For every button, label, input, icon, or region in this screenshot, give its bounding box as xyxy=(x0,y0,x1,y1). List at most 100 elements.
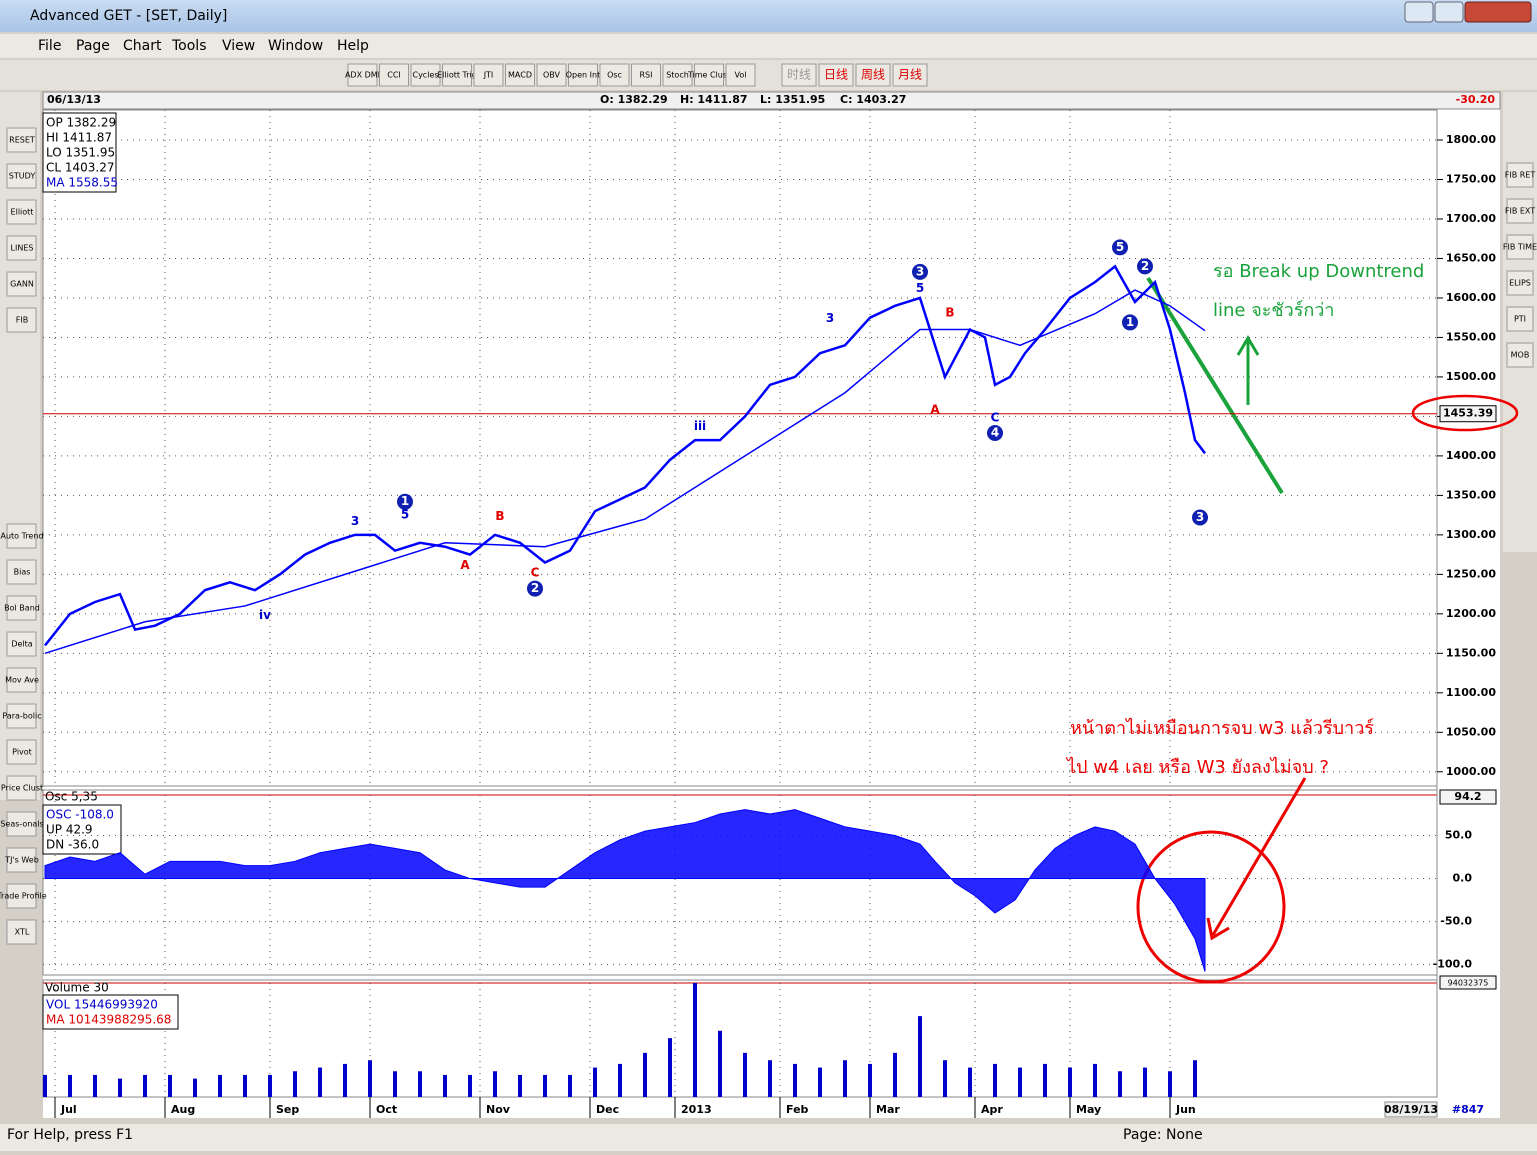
tool-label[interactable]: Bias xyxy=(14,568,31,577)
menu-item[interactable]: File xyxy=(38,38,61,54)
menu-item[interactable]: Help xyxy=(337,38,369,54)
tool-button[interactable] xyxy=(6,883,37,909)
volume-bar xyxy=(1018,1067,1022,1097)
tool-label[interactable]: Elliott xyxy=(11,208,34,217)
tool-label[interactable]: Para-bolic xyxy=(2,712,41,721)
tool-label[interactable]: Price Clust xyxy=(1,784,43,793)
minimize-button[interactable] xyxy=(1404,1,1434,23)
tool-button[interactable] xyxy=(6,235,37,261)
menu-item[interactable]: View xyxy=(222,38,255,54)
toolbar-button[interactable] xyxy=(694,63,724,87)
tool-label[interactable]: Bol Band xyxy=(4,604,40,613)
tool-button[interactable] xyxy=(1506,306,1534,332)
tool-button[interactable] xyxy=(6,307,37,333)
timeframe-label[interactable]: 时线 xyxy=(787,68,811,82)
menu-item[interactable]: Chart xyxy=(123,38,162,54)
timeframe-button[interactable] xyxy=(781,63,817,87)
tool-button[interactable] xyxy=(1506,162,1534,188)
toolbar-button[interactable] xyxy=(599,63,630,87)
maximize-button[interactable] xyxy=(1434,1,1464,23)
tool-label[interactable]: FIB TIME xyxy=(1503,243,1537,252)
toolbar-label[interactable]: CCI xyxy=(387,71,401,80)
toolbar-button[interactable] xyxy=(536,63,567,87)
timeframe-button[interactable] xyxy=(892,63,928,87)
tool-label[interactable]: XTL xyxy=(15,928,30,937)
tool-button[interactable] xyxy=(1506,342,1534,368)
toolbar-label[interactable]: Time Clust xyxy=(687,71,730,80)
timeframe-label[interactable]: 周线 xyxy=(861,68,885,82)
tool-button[interactable] xyxy=(6,811,37,837)
toolbar-label[interactable]: OBV xyxy=(543,71,561,80)
menu-item[interactable]: Page xyxy=(76,38,110,54)
chart-header xyxy=(42,91,1501,110)
tool-label[interactable]: Trade Profile xyxy=(0,892,47,901)
timeframe-label[interactable]: 日线 xyxy=(824,68,848,82)
tool-button[interactable] xyxy=(6,919,37,945)
info-box xyxy=(42,994,179,1030)
tool-label[interactable]: RESET xyxy=(9,136,35,145)
timeframe-button[interactable] xyxy=(818,63,854,87)
toolbar-label[interactable]: Cycles xyxy=(412,71,438,80)
wave-label: 5 xyxy=(1116,240,1124,254)
toolbar-button[interactable] xyxy=(442,63,472,87)
tool-label[interactable]: Pivot xyxy=(12,748,32,757)
tool-button[interactable] xyxy=(6,163,37,189)
info-box xyxy=(42,804,122,855)
toolbar-button[interactable] xyxy=(725,63,756,87)
toolbar-label[interactable]: RSI xyxy=(640,71,653,80)
tool-label[interactable]: PTI xyxy=(1514,315,1526,324)
timeframe-label[interactable]: 月线 xyxy=(898,68,922,82)
tool-button[interactable] xyxy=(6,523,37,549)
tool-button[interactable] xyxy=(6,559,37,585)
tool-button[interactable] xyxy=(1506,270,1534,296)
tool-label[interactable]: TJ's Web xyxy=(4,856,39,865)
tool-label[interactable]: FIB EXT xyxy=(1505,207,1535,216)
tool-label[interactable]: GANN xyxy=(10,280,34,289)
toolbar-label[interactable]: Vol xyxy=(735,71,747,80)
tool-label[interactable]: STUDY xyxy=(9,172,36,181)
tool-label[interactable]: MOB xyxy=(1511,351,1530,360)
toolbar-button[interactable] xyxy=(631,63,661,87)
toolbar-label[interactable]: JTI xyxy=(483,71,494,80)
toolbar-button[interactable] xyxy=(662,63,693,87)
toolbar-label[interactable]: MACD xyxy=(508,71,532,80)
price-line xyxy=(44,264,1206,647)
toolbar-button[interactable] xyxy=(568,63,598,87)
toolbar-button[interactable] xyxy=(473,63,504,87)
tool-button[interactable] xyxy=(6,703,37,729)
tool-label[interactable]: Mov Ave xyxy=(5,676,39,685)
close-button[interactable] xyxy=(1464,1,1532,23)
toolbar-button[interactable] xyxy=(410,63,441,87)
tool-label[interactable]: FIB xyxy=(16,316,28,325)
toolbar-button[interactable] xyxy=(347,63,378,87)
info-line: CL 1403.27 xyxy=(46,161,115,175)
toolbar-button[interactable] xyxy=(505,63,535,87)
tool-button[interactable] xyxy=(6,271,37,297)
tool-button[interactable] xyxy=(1506,198,1534,224)
tool-button[interactable] xyxy=(6,739,37,765)
toolbar-label[interactable]: Open Int xyxy=(566,71,600,80)
tool-button[interactable] xyxy=(6,199,37,225)
toolbar-label[interactable]: Stoch xyxy=(666,71,689,80)
tool-button[interactable] xyxy=(6,667,37,693)
tool-button[interactable] xyxy=(6,631,37,657)
tool-label[interactable]: Auto Trend xyxy=(0,532,43,541)
tool-label[interactable]: LINES xyxy=(11,244,34,253)
tool-button[interactable] xyxy=(6,775,37,801)
tool-label[interactable]: FIB RET xyxy=(1505,171,1536,180)
tool-label[interactable]: Delta xyxy=(11,640,32,649)
tool-label[interactable]: ELIPS xyxy=(1509,279,1531,288)
tool-button[interactable] xyxy=(6,847,37,873)
tool-button[interactable] xyxy=(6,127,37,153)
toolbar-label[interactable]: ADX DMI xyxy=(345,71,380,80)
toolbar-label[interactable]: Osc xyxy=(607,71,622,80)
toolbar-button[interactable] xyxy=(379,63,409,87)
tool-button[interactable] xyxy=(1506,234,1534,260)
toolbar-label[interactable]: Elliott Trig xyxy=(437,71,477,80)
menu-item[interactable]: Tools xyxy=(171,38,207,54)
tool-label[interactable]: Seas-onals xyxy=(0,820,43,829)
menu-item[interactable]: Window xyxy=(268,38,323,54)
timeframe-button[interactable] xyxy=(855,63,891,87)
tool-button[interactable] xyxy=(6,595,37,621)
